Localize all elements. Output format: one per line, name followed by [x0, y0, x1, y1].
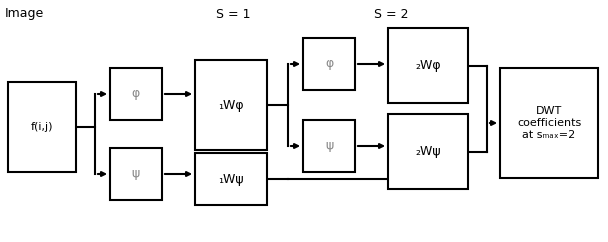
Bar: [195, 153, 267, 205]
Bar: [110, 68, 162, 120]
Bar: [303, 120, 355, 172]
Text: ₁Wφ: ₁Wφ: [218, 98, 244, 112]
Text: f(i,j): f(i,j): [31, 122, 54, 132]
Bar: [388, 114, 468, 189]
Text: ψ: ψ: [325, 139, 333, 152]
Bar: [500, 68, 598, 178]
Bar: [8, 82, 76, 172]
Bar: [303, 38, 355, 90]
Text: DWT
coefficients
at sₘₐₓ=2: DWT coefficients at sₘₐₓ=2: [517, 106, 581, 140]
Bar: [110, 148, 162, 200]
Text: φ: φ: [325, 58, 333, 70]
Bar: [388, 28, 468, 103]
Text: Image: Image: [5, 8, 44, 21]
Text: ₂Wψ: ₂Wψ: [415, 145, 441, 158]
Text: ₂Wφ: ₂Wφ: [415, 59, 441, 72]
Text: ₁Wψ: ₁Wψ: [218, 173, 244, 186]
Text: φ: φ: [132, 88, 140, 100]
Text: ψ: ψ: [132, 167, 140, 181]
Bar: [195, 60, 267, 150]
Text: S = 2: S = 2: [374, 8, 409, 21]
Text: S = 1: S = 1: [216, 8, 250, 21]
